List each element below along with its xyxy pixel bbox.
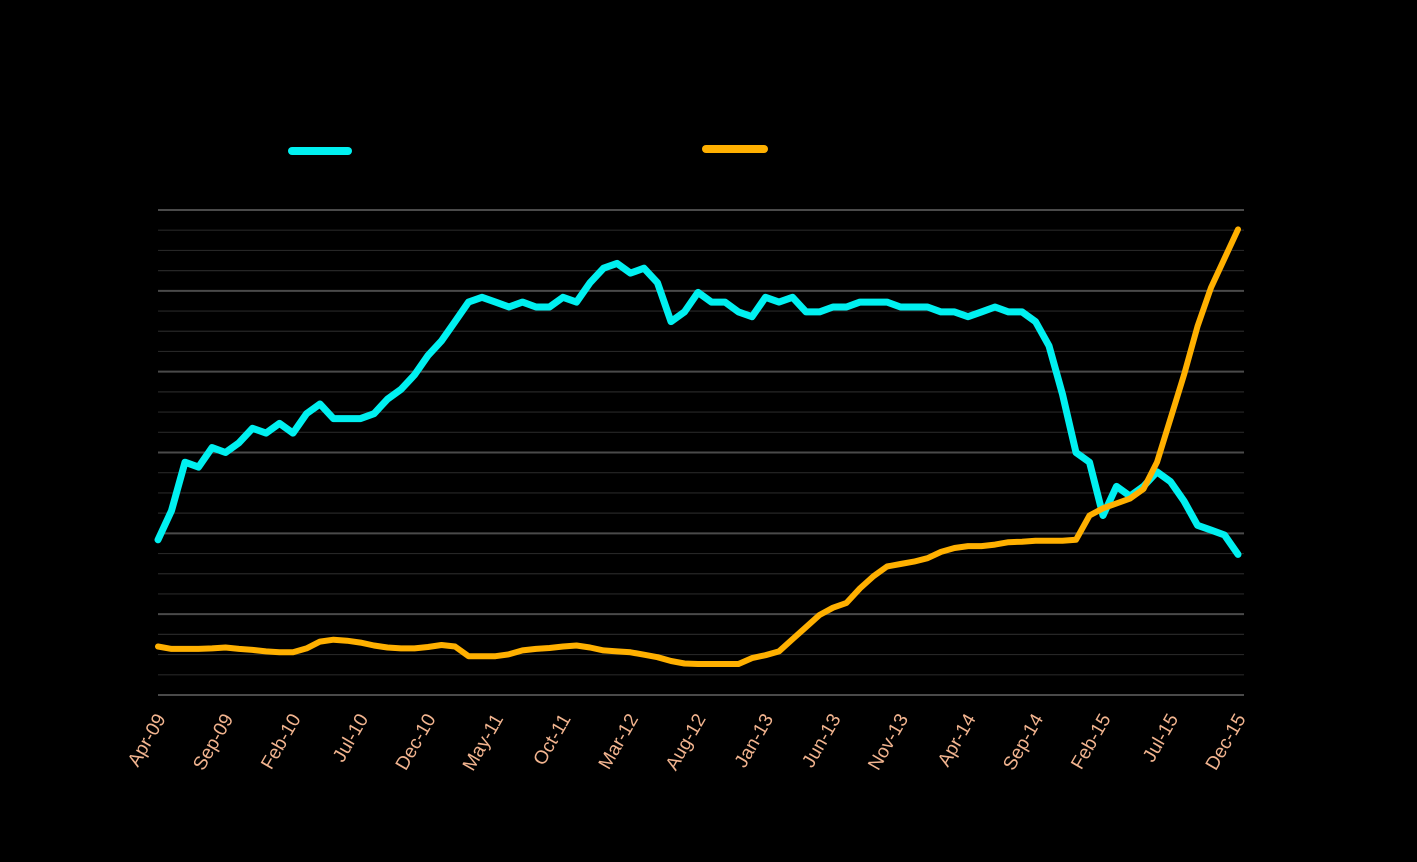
series-line-orange bbox=[155, 226, 1241, 667]
series-line-cyan bbox=[154, 259, 1242, 558]
grid-lines bbox=[158, 209, 1244, 696]
legend bbox=[288, 145, 768, 155]
series-lines bbox=[154, 226, 1242, 667]
